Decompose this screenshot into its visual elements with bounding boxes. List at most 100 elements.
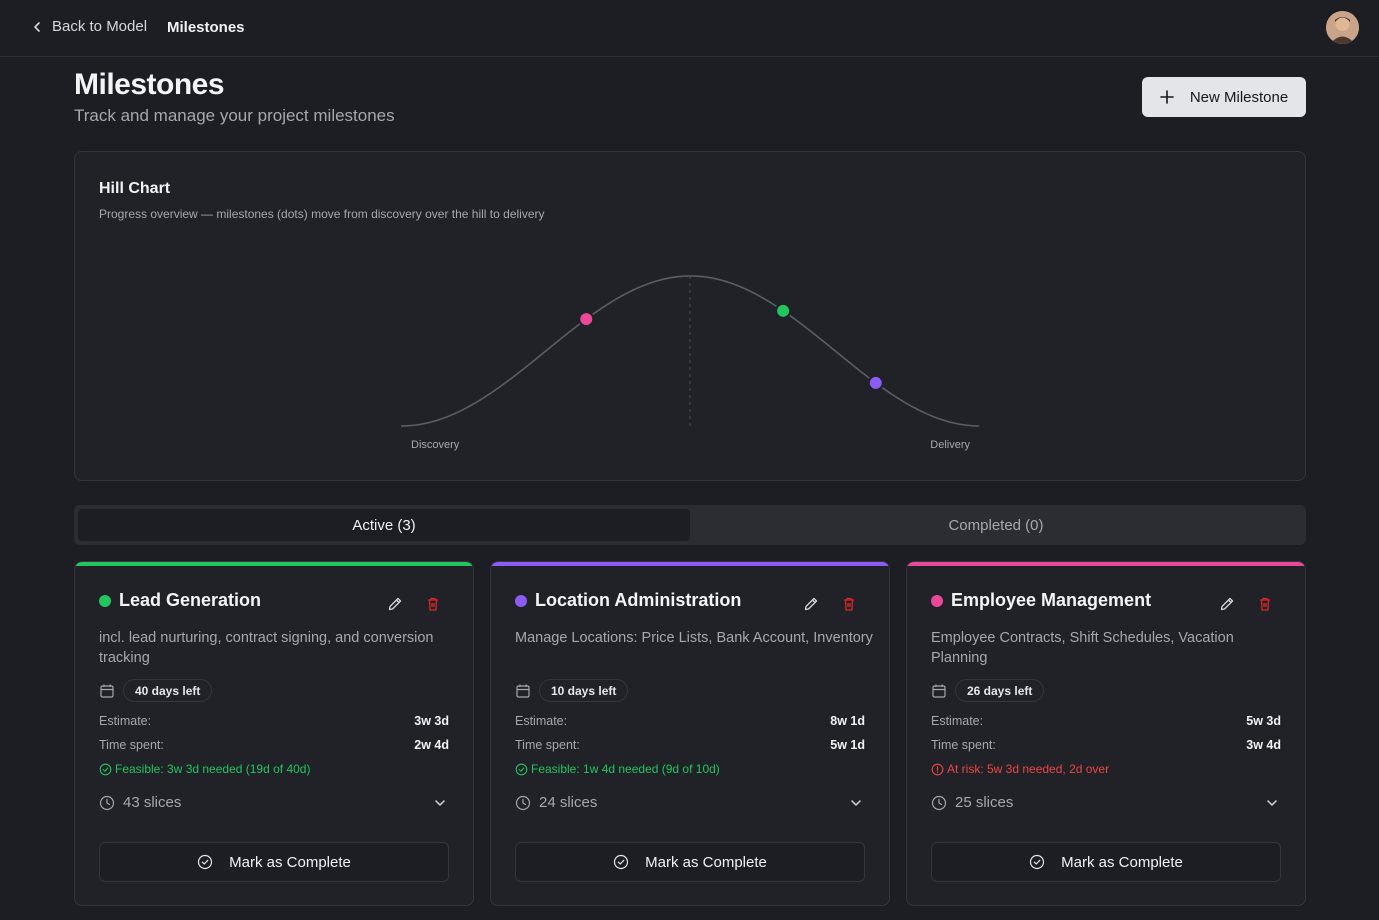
estimate-value: 3w 3d bbox=[414, 714, 449, 728]
calendar-icon bbox=[100, 684, 114, 698]
time-spent-label: Time spent: bbox=[99, 738, 164, 752]
milestone-card: Lead Generation incl. lead nurturing, co… bbox=[74, 561, 474, 906]
clock-icon bbox=[931, 795, 947, 810]
time-spent-value: 3w 4d bbox=[1246, 738, 1281, 752]
milestone-title: Lead Generation bbox=[119, 590, 262, 610]
slices-toggle[interactable]: 25 slices bbox=[931, 794, 1013, 811]
page-subtitle: Track and manage your project milestones bbox=[74, 106, 395, 125]
estimate-value: 5w 3d bbox=[1246, 714, 1281, 728]
hill-chart: Discovery Delivery bbox=[400, 275, 980, 451]
time-spent-value: 5w 1d bbox=[830, 738, 865, 752]
slices-toggle[interactable]: 43 slices bbox=[99, 794, 181, 811]
hill-marker-location-administration[interactable] bbox=[867, 374, 884, 391]
status-dot bbox=[515, 595, 527, 607]
user-avatar-icon bbox=[1326, 11, 1359, 44]
slices-count: 43 slices bbox=[123, 794, 182, 811]
hill-chart-card: Hill Chart Progress overview — milestone… bbox=[74, 151, 1306, 481]
estimate-label: Estimate: bbox=[931, 714, 984, 728]
milestone-title: Employee Management bbox=[951, 590, 1152, 610]
milestone-title: Location Administration bbox=[535, 590, 742, 610]
trash-icon[interactable] bbox=[425, 596, 441, 612]
feasibility-text: Feasible: 3w 3d needed (19d of 40d) bbox=[115, 762, 311, 776]
breadcrumb: Milestones bbox=[167, 19, 245, 36]
new-milestone-button[interactable]: New Milestone bbox=[1142, 77, 1306, 117]
back-to-model-link[interactable]: Back to Model bbox=[30, 18, 147, 35]
hill-marker-employee-management[interactable] bbox=[578, 311, 595, 328]
feasibility-text: At risk: 5w 3d needed, 2d over bbox=[947, 762, 1110, 776]
mark-complete-label: Mark as Complete bbox=[229, 853, 351, 871]
time-spent-row: Time spent: 5w 1d bbox=[515, 738, 865, 752]
feasibility-status: Feasible: 1w 4d needed (9d of 10d) bbox=[515, 762, 720, 776]
top-bar: Back to Model Milestones bbox=[0, 0, 1379, 57]
feasibility-status: Feasible: 3w 3d needed (19d of 40d) bbox=[99, 762, 310, 776]
mark-complete-label: Mark as Complete bbox=[645, 853, 767, 871]
mark-complete-button[interactable]: Mark as Complete bbox=[931, 842, 1281, 882]
days-left-badge: 40 days left bbox=[123, 679, 213, 702]
avatar[interactable] bbox=[1326, 11, 1359, 44]
trash-icon[interactable] bbox=[841, 596, 857, 612]
check-circle-icon bbox=[99, 763, 112, 775]
trash-icon[interactable] bbox=[1257, 596, 1273, 612]
hill-chart-title: Hill Chart bbox=[99, 180, 171, 197]
clock-icon bbox=[515, 795, 531, 810]
calendar-icon bbox=[516, 684, 530, 698]
hill-chart-description: Progress overview — milestones (dots) mo… bbox=[99, 207, 545, 221]
milestone-description: Employee Contracts, Shift Schedules, Vac… bbox=[931, 630, 1234, 666]
card-color-bar bbox=[907, 562, 1305, 566]
back-label: Back to Model bbox=[52, 18, 148, 35]
estimate-row: Estimate: 5w 3d bbox=[931, 714, 1281, 728]
edit-icon[interactable] bbox=[1219, 596, 1235, 612]
milestone-card: Location Administration Manage Locations… bbox=[490, 561, 890, 906]
hill-marker-lead-generation[interactable] bbox=[775, 302, 792, 319]
time-spent-row: Time spent: 2w 4d bbox=[99, 738, 449, 752]
page-title: Milestones bbox=[74, 68, 225, 101]
estimate-row: Estimate: 3w 3d bbox=[99, 714, 449, 728]
check-circle-icon bbox=[198, 854, 213, 870]
slices-count: 24 slices bbox=[539, 794, 598, 811]
days-left-badge: 26 days left bbox=[955, 679, 1045, 702]
slices-count: 25 slices bbox=[955, 794, 1014, 811]
estimate-value: 8w 1d bbox=[830, 714, 865, 728]
delivery-label: Delivery bbox=[930, 439, 970, 451]
chevron-left-icon bbox=[34, 21, 40, 32]
tab-active[interactable]: Active (3) bbox=[78, 509, 690, 541]
check-circle-icon bbox=[515, 763, 528, 775]
mark-complete-label: Mark as Complete bbox=[1061, 853, 1183, 871]
chevron-down-icon[interactable] bbox=[849, 796, 863, 810]
estimate-label: Estimate: bbox=[99, 714, 152, 728]
card-color-bar bbox=[75, 562, 473, 566]
mark-complete-button[interactable]: Mark as Complete bbox=[99, 842, 449, 882]
clock-icon bbox=[99, 795, 115, 810]
estimate-row: Estimate: 8w 1d bbox=[515, 714, 865, 728]
time-spent-value: 2w 4d bbox=[414, 738, 449, 752]
chevron-down-icon[interactable] bbox=[433, 796, 447, 810]
chevron-down-icon[interactable] bbox=[1265, 796, 1279, 810]
edit-icon[interactable] bbox=[803, 596, 819, 612]
discovery-label: Discovery bbox=[411, 439, 460, 451]
calendar-icon bbox=[932, 684, 946, 698]
plus-icon bbox=[1160, 90, 1174, 104]
days-left-badge: 10 days left bbox=[539, 679, 629, 702]
new-milestone-label: New Milestone bbox=[1189, 88, 1289, 106]
mark-complete-button[interactable]: Mark as Complete bbox=[515, 842, 865, 882]
milestone-card: Employee Management Employee Contracts, … bbox=[906, 561, 1306, 906]
time-spent-label: Time spent: bbox=[515, 738, 580, 752]
slices-toggle[interactable]: 24 slices bbox=[515, 794, 597, 811]
card-color-bar bbox=[491, 562, 889, 566]
tab-completed[interactable]: Completed (0) bbox=[948, 516, 1044, 534]
status-dot bbox=[931, 595, 943, 607]
alert-circle-icon bbox=[931, 763, 944, 775]
check-circle-icon bbox=[614, 854, 629, 870]
check-circle-icon bbox=[1030, 854, 1045, 870]
milestone-description: Manage Locations: Price Lists, Bank Acco… bbox=[515, 630, 873, 646]
milestone-description: incl. lead nurturing, contract signing, … bbox=[99, 630, 434, 666]
edit-icon[interactable] bbox=[387, 596, 403, 612]
hill-curve bbox=[400, 275, 980, 427]
milestone-tabs: Active (3) Completed (0) bbox=[74, 505, 1306, 545]
time-spent-row: Time spent: 3w 4d bbox=[931, 738, 1281, 752]
estimate-label: Estimate: bbox=[515, 714, 568, 728]
time-spent-label: Time spent: bbox=[931, 738, 996, 752]
feasibility-status: At risk: 5w 3d needed, 2d over bbox=[931, 762, 1109, 776]
feasibility-text: Feasible: 1w 4d needed (9d of 10d) bbox=[531, 762, 720, 776]
status-dot bbox=[99, 595, 111, 607]
